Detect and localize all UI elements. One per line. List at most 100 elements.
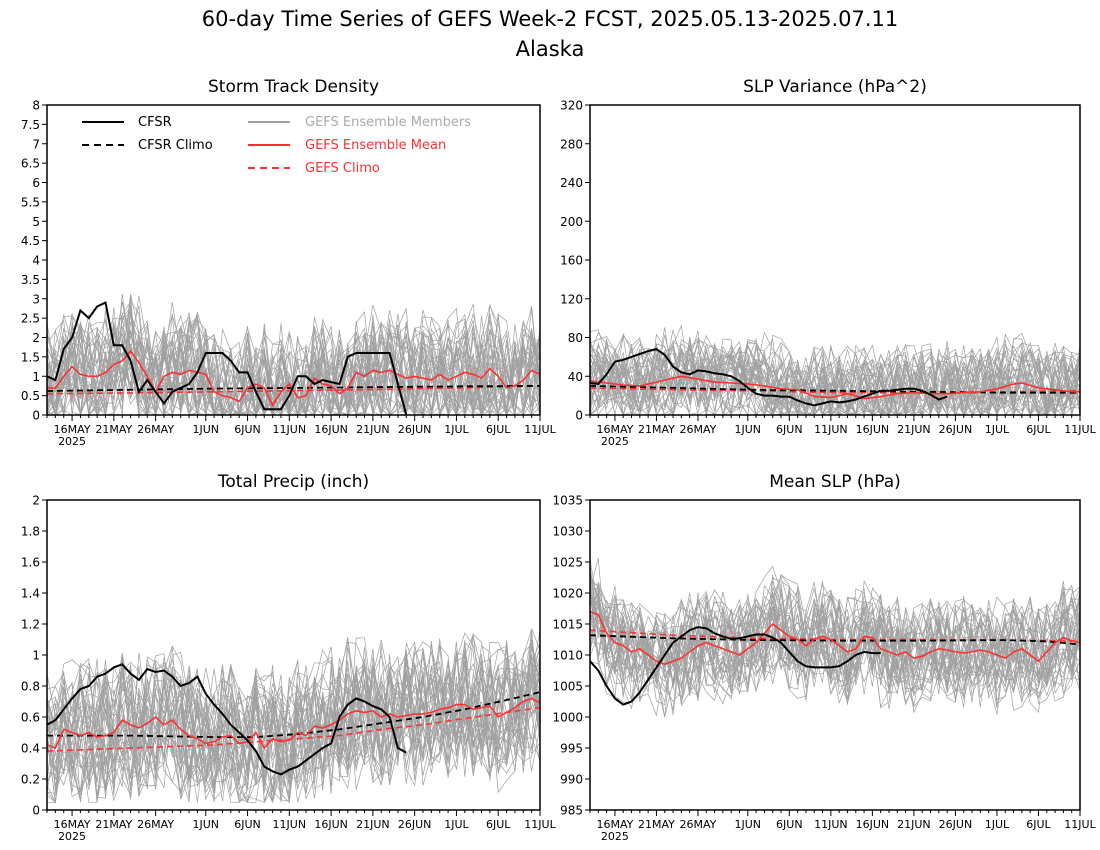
x-tick-label: 6JUN	[234, 818, 261, 831]
x-tick-label: 11JUL	[1064, 818, 1096, 831]
gefs-mean-line	[47, 349, 541, 407]
x-tick-label: 16JUN	[314, 818, 348, 831]
chart-slp-variance: SLP Variance (hPa^2) 0 40 80 120 160 200 240 280…	[560, 77, 1096, 448]
ensemble-member-line	[589, 574, 1081, 686]
y-tick-label: 0.8	[21, 680, 40, 694]
y-tick-label: 3	[32, 292, 40, 306]
ensemble-member-line	[46, 643, 541, 796]
ensemble-member-line	[589, 576, 1081, 689]
x-tick-label: 16MAY	[54, 423, 91, 436]
y-tick-label: 1.8	[21, 525, 40, 539]
x-tick-label: 1JUN	[735, 423, 762, 436]
y-tick-label: 7.5	[21, 118, 40, 132]
legend-gefs-mean-label: GEFS Ensemble Mean	[305, 138, 446, 153]
x-tick-label: 6JUL	[1026, 423, 1051, 436]
x-tick-label: 21JUN	[356, 818, 390, 831]
y-tick-label: 5.5	[21, 195, 40, 209]
x-tick-label: 1JUN	[192, 818, 219, 831]
ensemble-member-line	[589, 572, 1081, 692]
x-tick-label: 6JUN	[776, 818, 803, 831]
x-tick-label: 21MAY	[95, 423, 132, 436]
y-tick-label: 2	[32, 494, 40, 508]
x-tick-label: 21MAY	[638, 818, 675, 831]
x-tick-label: 21JUN	[356, 423, 390, 436]
x-tick-label: 11JUN	[814, 818, 848, 831]
ensemble-member-line	[46, 630, 541, 780]
cfsr-climo-line	[47, 691, 541, 738]
y-tick-label: 1035	[552, 494, 583, 508]
x-tick-label: 11JUL	[1064, 423, 1096, 436]
y-tick-label: 995	[560, 742, 583, 756]
y-tick-label: 3.5	[21, 273, 40, 287]
y-tick-label: 0.4	[21, 742, 40, 756]
cfsr-climo-line	[589, 634, 1081, 646]
y-tick-label: 1020	[552, 587, 583, 601]
cfsr-climo-line	[589, 385, 1080, 394]
x-tick-label: 16MAY	[54, 818, 91, 831]
legend-cfsr-climo-label: CFSR Climo	[138, 138, 213, 153]
y-tick-label: 280	[560, 137, 583, 151]
ensemble-member-line	[46, 669, 541, 803]
ensemble-member-line	[46, 647, 541, 784]
x-tick-label: 1JUL	[444, 423, 469, 436]
y-tick-label: 985	[560, 804, 583, 818]
y-tick-label: 4	[32, 254, 40, 268]
gefs-mean-line	[46, 697, 541, 750]
x-tick-label: 1JUL	[985, 423, 1010, 436]
x-tick-label: 21MAY	[95, 818, 132, 831]
cfsr-line	[589, 626, 881, 706]
y-tick-label: 1.4	[21, 587, 40, 601]
y-tick-label: 5	[32, 215, 40, 229]
ensemble-member-line	[589, 592, 1081, 708]
x-tick-label: 6JUL	[486, 423, 511, 436]
x-tick-label: 1JUN	[192, 423, 219, 436]
x-tick-label: 16JUN	[856, 423, 890, 436]
y-tick-label: 80	[568, 331, 583, 345]
x-tick-label: 26MAY	[680, 423, 717, 436]
y-tick-label: 7	[32, 137, 40, 151]
x-tick-label: 21JUN	[897, 423, 931, 436]
y-tick-label: 1.5	[21, 350, 40, 364]
legend: CFSR CFSR Climo GEFS Ensemble Members GE…	[82, 115, 471, 176]
x-tick-label: 1JUL	[985, 818, 1010, 831]
x-year-label: 2025	[601, 435, 629, 448]
ensemble-member-line	[589, 345, 1081, 416]
chart-title: Mean SLP (hPa)	[769, 472, 901, 492]
y-tick-label: 2	[32, 331, 40, 345]
y-tick-label: 0	[575, 409, 583, 423]
x-tick-label: 6JUN	[234, 423, 261, 436]
x-tick-label: 6JUL	[486, 818, 511, 831]
x-tick-label: 11JUL	[524, 818, 556, 831]
ensemble-member-line	[46, 633, 541, 779]
y-tick-label: 160	[560, 254, 583, 268]
figure-title: 60-day Time Series of GEFS Week-2 FCST, …	[202, 7, 899, 31]
chart-mean-slp: Mean SLP (hPa) 985 990 995 1000 1005 1010 1015 1…	[552, 472, 1096, 843]
cfsr-line	[589, 348, 948, 407]
ensemble-member-line	[589, 366, 1081, 416]
x-tick-label: 11JUN	[273, 818, 307, 831]
y-tick-label: 120	[560, 292, 583, 306]
ensemble-member-line	[46, 322, 541, 417]
y-tick-label: 1	[32, 370, 40, 384]
chart-total-precip: Total Precip (inch) 0 0.2 0.4 0.6 0.8 1 1.2 1.4 1…	[21, 472, 557, 843]
x-tick-label: 11JUN	[273, 423, 307, 436]
legend-gefs-climo-label: GEFS Climo	[305, 161, 380, 176]
gefs-climo-line	[46, 706, 541, 752]
x-tick-label: 21MAY	[638, 423, 675, 436]
y-tick-label: 6.5	[21, 157, 40, 171]
x-year-label: 2025	[58, 830, 86, 843]
chart-title: Total Precip (inch)	[217, 472, 369, 492]
x-tick-label: 11JUN	[814, 423, 848, 436]
y-tick-label: 200	[560, 215, 583, 229]
y-tick-label: 240	[560, 176, 583, 190]
y-tick-label: 320	[560, 99, 583, 113]
y-tick-label: 0	[32, 804, 40, 818]
x-tick-label: 26MAY	[137, 818, 174, 831]
gefs-mean-line	[589, 610, 1081, 666]
ensemble-members	[46, 628, 541, 804]
x-year-label: 2025	[58, 435, 86, 448]
cfsr-line	[46, 663, 407, 776]
x-tick-label: 26MAY	[680, 818, 717, 831]
x-tick-label: 26JUN	[939, 423, 973, 436]
x-tick-label: 26JUN	[398, 423, 432, 436]
